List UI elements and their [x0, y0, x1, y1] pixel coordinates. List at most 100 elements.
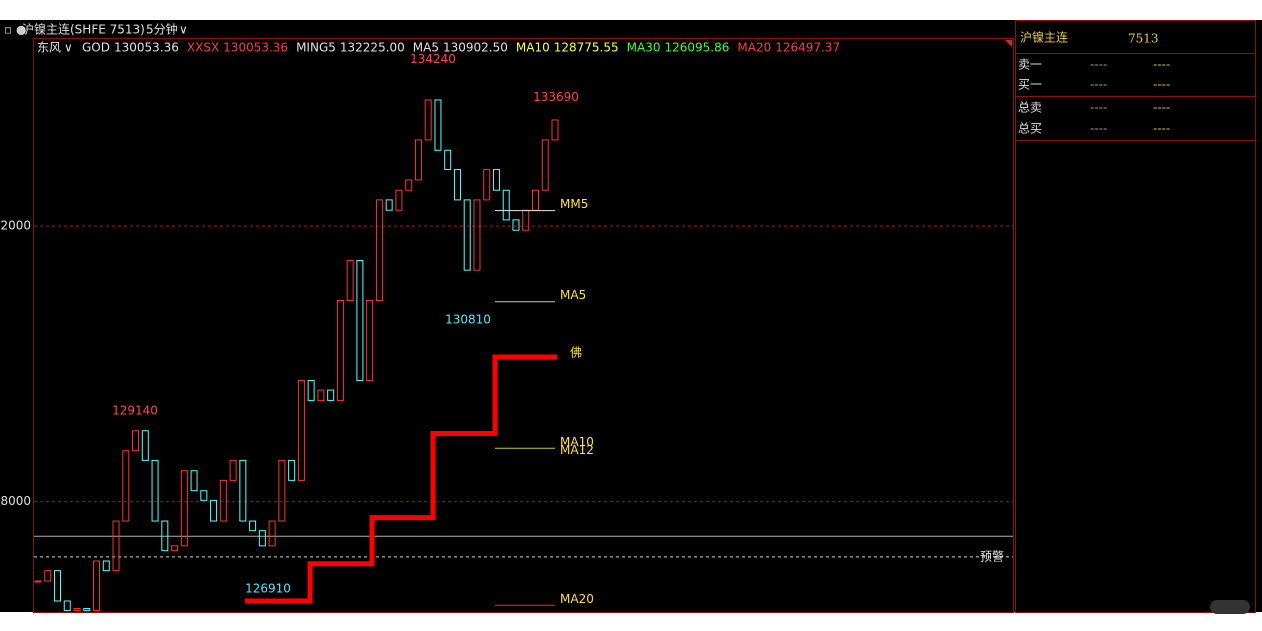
y-tick-label: 132000 [0, 219, 31, 233]
side-cell: ---- [1090, 101, 1107, 115]
side-code: 7513 [1128, 32, 1159, 46]
side-cell: 总买 [1018, 122, 1042, 136]
candle [239, 459, 247, 522]
indicator-value: 128775.55 [554, 41, 619, 55]
candle [112, 520, 120, 572]
candle [219, 479, 227, 522]
candle [151, 459, 159, 522]
candle [210, 499, 218, 522]
window-icon: ▫ ● [4, 23, 26, 37]
candle [434, 99, 442, 151]
candle [132, 430, 140, 452]
candle [268, 520, 276, 547]
candle [395, 189, 403, 211]
side-cell: 买一 [1018, 78, 1042, 92]
candle [356, 260, 364, 381]
side-cell: ---- [1090, 122, 1107, 136]
candle [93, 560, 101, 612]
candle [122, 450, 130, 522]
side-cell: ---- [1153, 78, 1170, 92]
background [0, 20, 1262, 612]
candle [63, 600, 71, 612]
side-cell: ---- [1153, 101, 1170, 115]
candle [346, 260, 354, 302]
dropdown[interactable]: ∨ [64, 41, 73, 55]
candle [512, 219, 520, 231]
indicator-value: 126497.37 [775, 41, 840, 55]
side-cell: 总卖 [1018, 101, 1042, 115]
price-label: 134240 [410, 52, 456, 66]
indicator-value: 130053.36 [114, 41, 179, 55]
candle [336, 300, 344, 401]
price-label: 133690 [533, 90, 579, 104]
candle [102, 560, 110, 572]
indicator-name: MA10 [516, 41, 550, 55]
side-cell: ---- [1090, 78, 1107, 92]
side-title: 沪镍主连 [1020, 30, 1068, 45]
candle [385, 199, 393, 211]
candle [141, 430, 149, 461]
candle [180, 470, 188, 547]
indicator-name: MING5 [296, 41, 336, 55]
candle [551, 119, 559, 141]
side-cell: ---- [1090, 58, 1107, 72]
candle [249, 520, 257, 532]
dropdown[interactable]: ∨ [179, 23, 188, 37]
corner [1005, 40, 1012, 47]
candle [483, 169, 491, 201]
level-label: MM5 [560, 197, 588, 211]
period[interactable]: 5分钟 [146, 22, 178, 37]
candle [307, 379, 315, 401]
y-tick-label: 128000 [0, 494, 31, 508]
candle [161, 520, 169, 552]
candle [288, 459, 296, 481]
indicator-name: MA30 [627, 41, 661, 55]
level-label: MA5 [560, 288, 586, 302]
candle [190, 470, 198, 492]
level-label: MA12 [560, 443, 594, 457]
indicator-value: 130053.36 [223, 41, 288, 55]
candle [258, 530, 266, 547]
candle [317, 389, 325, 401]
indicator-name: MA20 [737, 41, 771, 55]
formula[interactable]: 东风 [37, 41, 61, 55]
candle [414, 139, 422, 181]
instrument[interactable]: 沪镍主连(SHFE 7513) [22, 22, 145, 37]
candle [54, 570, 62, 602]
candle [492, 169, 500, 191]
candle [44, 570, 52, 582]
side-cell: ---- [1153, 122, 1170, 136]
step-label: 佛 [570, 346, 582, 360]
candle [278, 459, 286, 522]
candle [541, 139, 549, 191]
candle [327, 389, 335, 401]
candle [405, 179, 413, 191]
indicator-name: MA5 [413, 41, 439, 55]
indicator-name: XXSX [187, 41, 219, 55]
step-line [245, 354, 557, 604]
candle [229, 459, 237, 481]
alarm-label: 预警 [980, 548, 1004, 563]
level-label: MA20 [560, 592, 594, 606]
candle [424, 99, 432, 141]
candle [83, 608, 91, 612]
candle [502, 189, 510, 221]
candle [171, 545, 179, 552]
candle [73, 608, 81, 612]
candle [375, 199, 383, 302]
candle [463, 199, 471, 271]
chart-frame [33, 38, 1014, 613]
indicator-value: 130902.50 [443, 41, 508, 55]
indicator-name: GOD [82, 41, 110, 55]
side-cell: 卖一 [1018, 58, 1042, 72]
candle [453, 169, 461, 201]
candle [297, 379, 305, 481]
price-label: 126910 [245, 581, 291, 595]
price-label: 130810 [445, 313, 491, 327]
candle [34, 580, 42, 583]
candle [473, 199, 481, 271]
price-label: 129140 [112, 404, 158, 418]
indicator-value: 132225.00 [340, 41, 405, 55]
side-frame [1015, 20, 1256, 613]
